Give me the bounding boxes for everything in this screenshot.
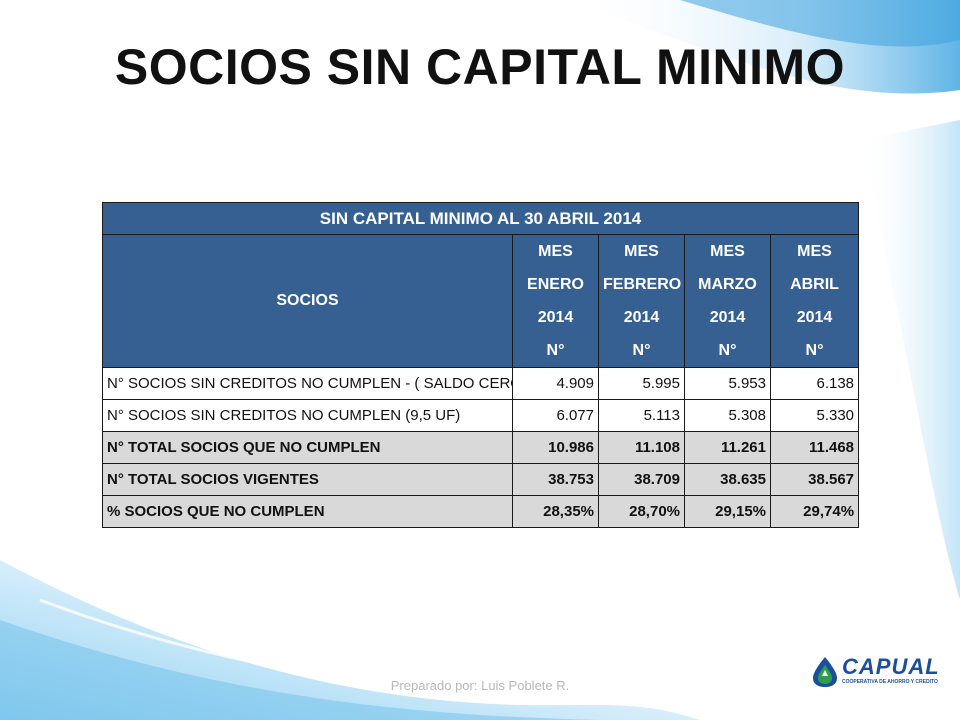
table-row-total-no-cumplen: N° TOTAL SOCIOS QUE NO CUMPLEN 10.986 11… [102,431,860,464]
column-header-line: 2014 [796,309,833,326]
capual-logo-mark-icon [813,657,837,687]
cell-value: 28,35% [512,495,599,528]
table-title: SIN CAPITAL MINIMO AL 30 ABRIL 2014 [101,202,860,235]
column-header-line: FEBRERO [603,276,682,293]
logo-name: CAPUAL [842,654,940,679]
cell-value: 4.909 [512,367,599,400]
table-title-row: SIN CAPITAL MINIMO AL 30 ABRIL 2014 [101,202,860,235]
cell-value: 10.986 [512,431,599,464]
column-header-enero: MES ENERO 2014 N° [512,234,599,368]
cell-value: 38.635 [684,463,771,496]
column-header-line: N° [718,342,737,359]
row-label: % SOCIOS QUE NO CUMPLEN [102,495,513,528]
column-header-line: N° [632,342,651,359]
column-header-line: 2014 [537,309,574,326]
cell-value: 5.995 [598,367,685,400]
row-label: N° SOCIOS SIN CREDITOS NO CUMPLEN (9,5 U… [102,399,513,432]
cell-value: 11.468 [769,431,860,464]
column-header-line: N° [805,342,824,359]
cell-value: 29,15% [684,495,771,528]
row-label: N° TOTAL SOCIOS QUE NO CUMPLEN [102,431,513,464]
cell-value: 11.261 [684,431,771,464]
cell-value: 6.077 [512,399,599,432]
capital-minimo-table: SIN CAPITAL MINIMO AL 30 ABRIL 2014 SOCI… [101,202,860,528]
cell-value: 5.330 [769,399,860,432]
table-header-row: SOCIOS MES ENERO 2014 N° MES FEBRERO 201… [102,234,860,368]
table-row-porcentaje: % SOCIOS QUE NO CUMPLEN 28,35% 28,70% 29… [102,495,860,528]
footer-credit: Preparado por: Luis Poblete R. [390,678,570,693]
table-row-9-5-uf: N° SOCIOS SIN CREDITOS NO CUMPLEN (9,5 U… [102,399,860,432]
row-label: N° SOCIOS SIN CREDITOS NO CUMPLEN - ( SA… [102,367,513,400]
column-header-line: ENERO [527,276,584,293]
column-header-line: MES [538,243,573,260]
column-header-febrero: MES FEBRERO 2014 N° [598,234,685,368]
cell-value: 38.567 [769,463,860,496]
cell-value: 5.953 [684,367,771,400]
cell-value: 6.138 [769,367,860,400]
column-header-abril: MES ABRIL 2014 N° [769,234,860,368]
logo-tagline: COOPERATIVA DE AHORRO Y CREDITO [842,679,938,685]
column-header-line: N° [546,342,565,359]
cell-value: 38.709 [598,463,685,496]
cell-value: 11.108 [598,431,685,464]
column-header-line: 2014 [623,309,660,326]
cell-value: 38.753 [512,463,599,496]
capual-logo: CAPUAL COOPERATIVA DE AHORRO Y CREDITO [806,652,939,692]
row-label: N° TOTAL SOCIOS VIGENTES [102,463,513,496]
column-header-line: 2014 [709,309,746,326]
column-header-line: MES [797,243,832,260]
column-header-line: MES [710,243,745,260]
column-header-line: ABRIL [790,276,839,293]
column-header-line: MES [624,243,659,260]
cell-value: 5.308 [684,399,771,432]
table-row-saldo-cero: N° SOCIOS SIN CREDITOS NO CUMPLEN - ( SA… [102,367,860,400]
cell-value: 28,70% [598,495,685,528]
row-header-socios: SOCIOS [102,234,513,368]
column-header-line: MARZO [698,276,757,293]
cell-value: 5.113 [598,399,685,432]
column-header-marzo: MES MARZO 2014 N° [684,234,771,368]
cell-value: 29,74% [769,495,860,528]
slide-title: SOCIOS SIN CAPITAL MINIMO [114,39,846,95]
table-row-total-vigentes: N° TOTAL SOCIOS VIGENTES 38.753 38.709 3… [102,463,860,496]
